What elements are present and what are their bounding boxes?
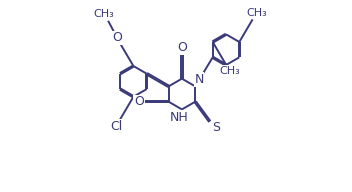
Text: CH₃: CH₃: [220, 66, 240, 76]
Text: S: S: [212, 121, 220, 134]
Text: O: O: [177, 41, 187, 55]
Text: CH₃: CH₃: [94, 9, 114, 19]
Text: N: N: [194, 73, 204, 86]
Text: O: O: [112, 31, 122, 45]
Text: O: O: [134, 95, 144, 108]
Text: NH: NH: [170, 111, 188, 124]
Text: CH₃: CH₃: [246, 8, 267, 18]
Text: Cl: Cl: [110, 120, 122, 133]
